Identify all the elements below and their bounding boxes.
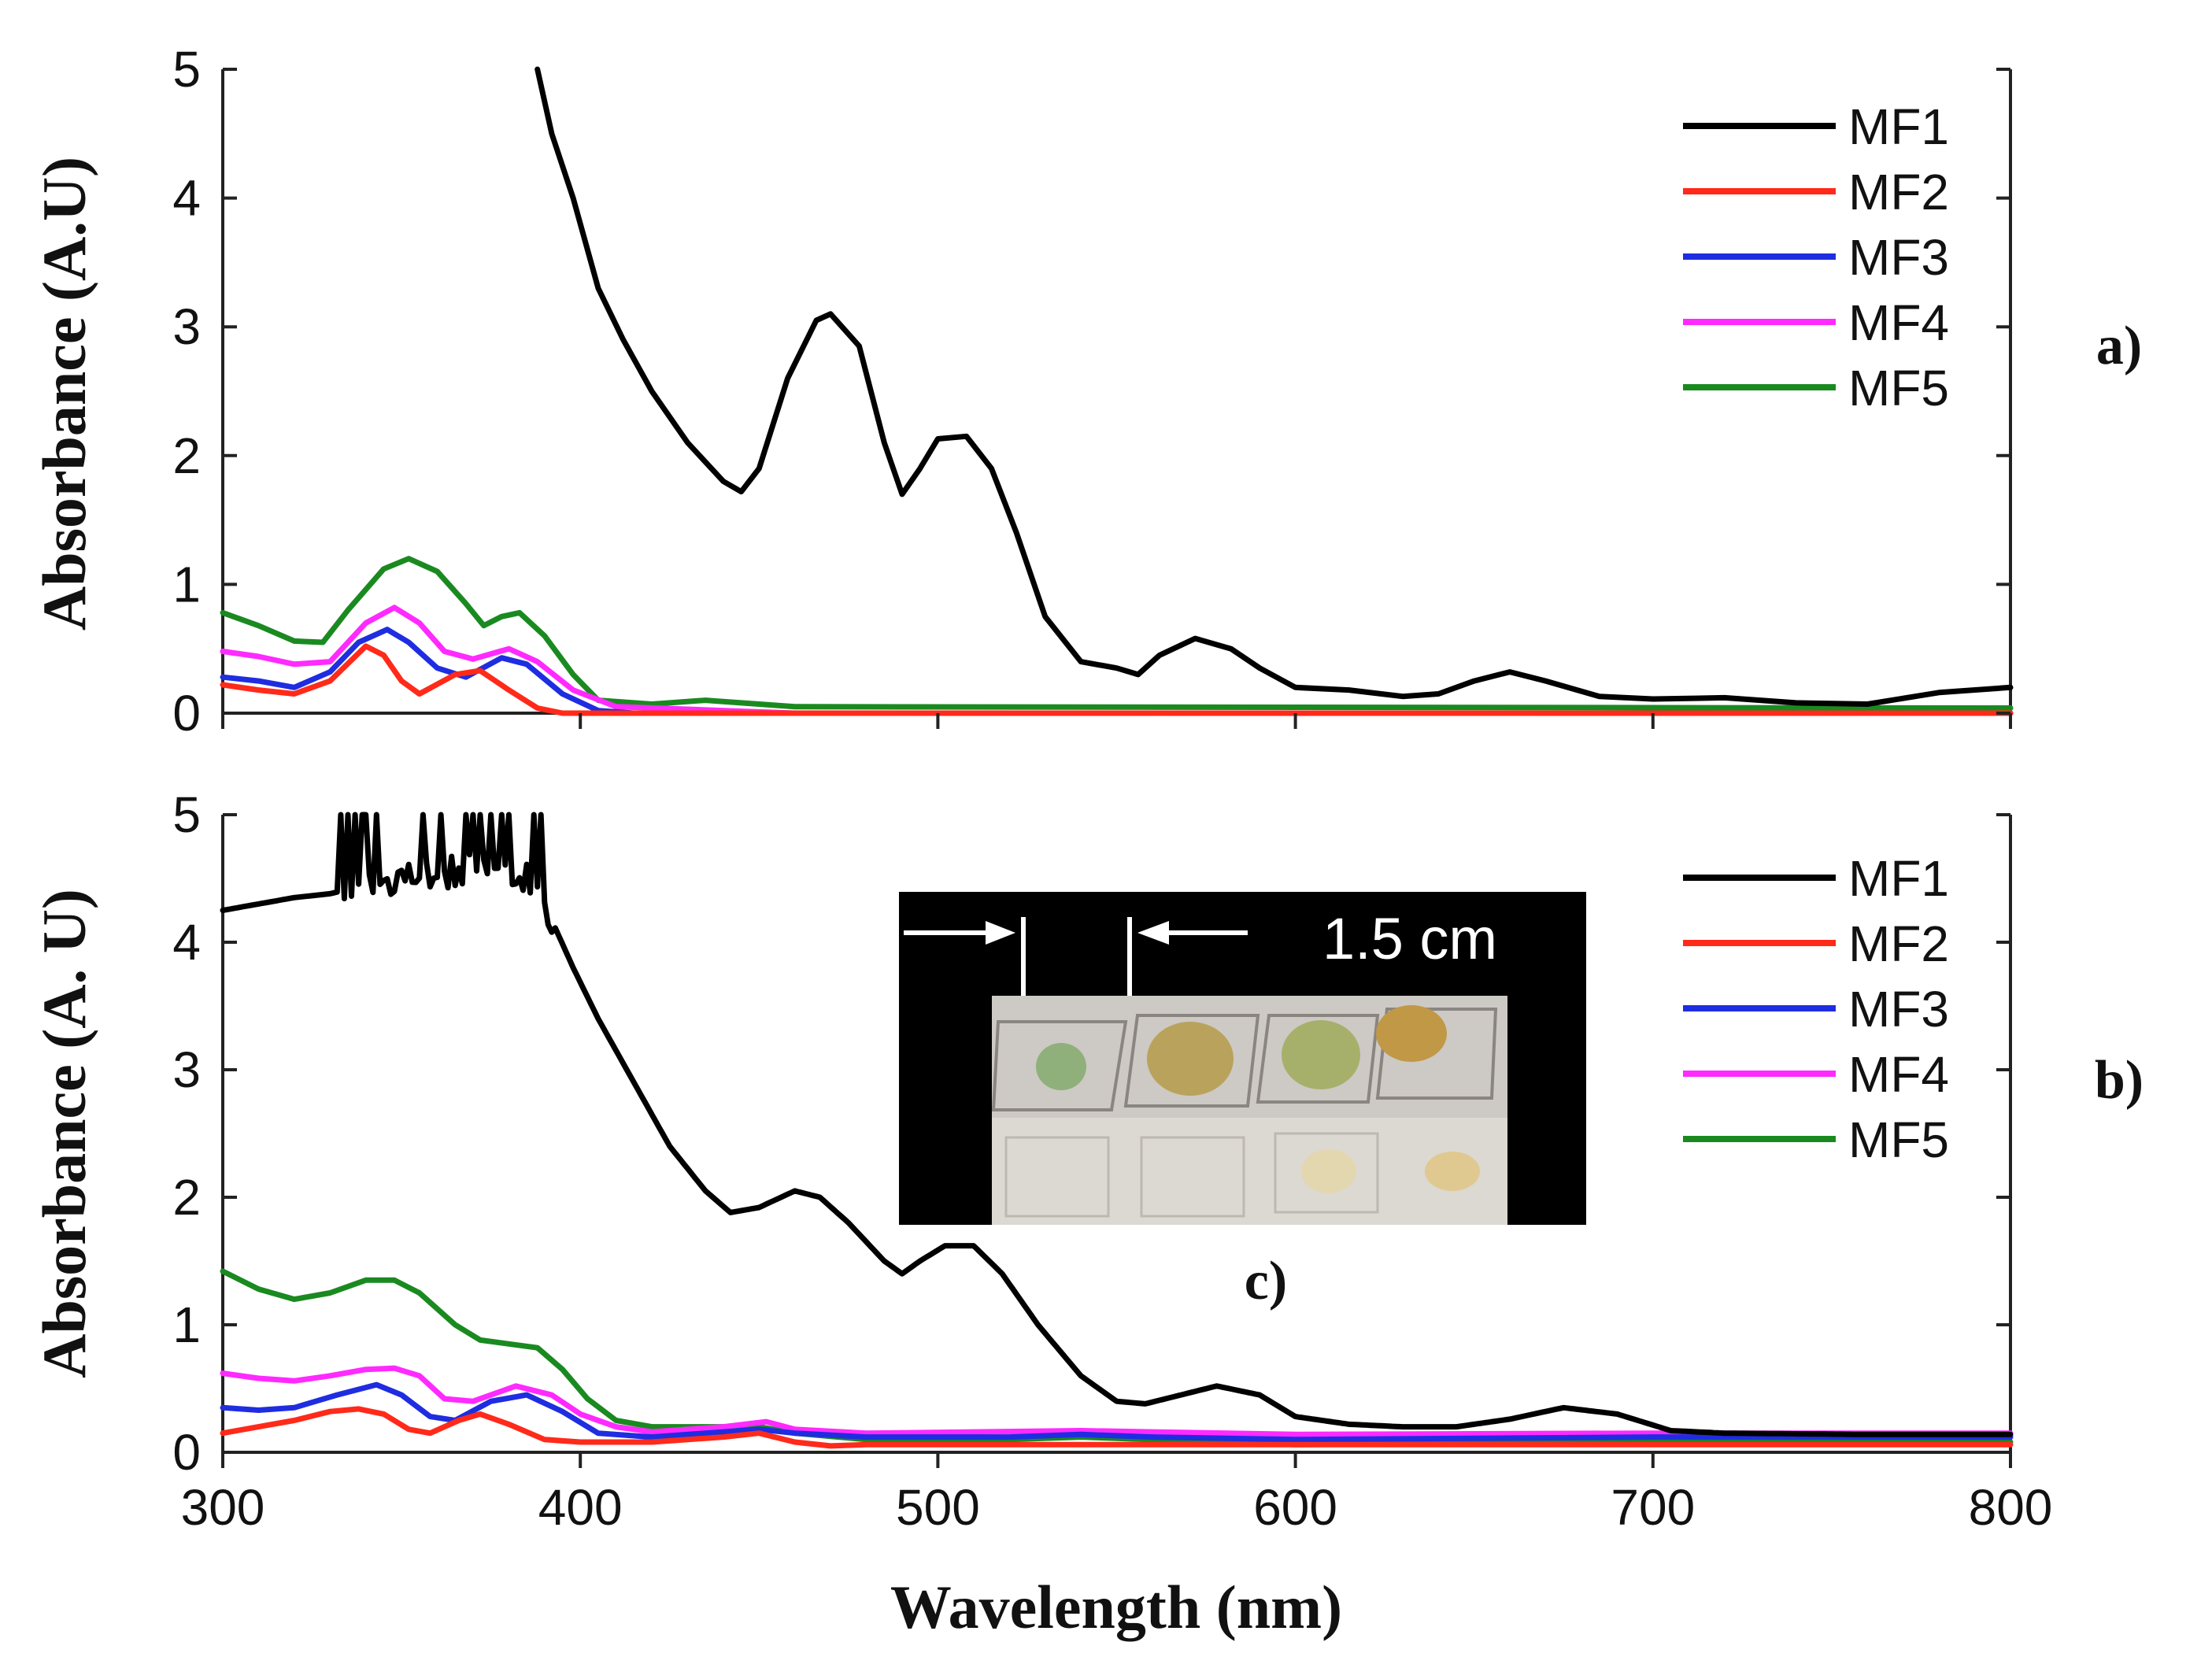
panel-a-y-tick-label: 3 bbox=[172, 298, 201, 355]
panel-b-series-mf2 bbox=[220, 1406, 2014, 1449]
panel-a-legend-label-mf2: MF2 bbox=[1848, 164, 1949, 220]
x-tick-label: 400 bbox=[538, 1479, 623, 1536]
panel-b-y-tick-label: 4 bbox=[172, 914, 201, 971]
inset-scale-text: 1.5 cm bbox=[1322, 906, 1497, 971]
panel-a-series-mf5 bbox=[220, 556, 2014, 711]
panel-b-y-label: Absorbance (A. U) bbox=[30, 889, 98, 1378]
inset-substrate-2 bbox=[1123, 1014, 1260, 1108]
panel-a-series-mf2 bbox=[220, 643, 2014, 716]
panel-b-legend-label-mf2: MF2 bbox=[1848, 915, 1949, 972]
panel-a-y-tick-label: 1 bbox=[172, 556, 201, 612]
x-tick-label: 800 bbox=[1969, 1479, 2053, 1536]
panel-a-y-label: Absorbance (A.U) bbox=[30, 157, 98, 631]
panel-b-ticks: 0 1 2 3 4 5 bbox=[172, 786, 2012, 1481]
panel-a-series-group bbox=[220, 66, 2014, 716]
panel-b-legend-label-mf4: MF4 bbox=[1848, 1046, 1949, 1103]
inset-lower-substrate-3 bbox=[1274, 1132, 1379, 1214]
x-tick-label: 300 bbox=[181, 1479, 265, 1536]
panel-b-y-tick-label: 1 bbox=[172, 1296, 201, 1353]
inset-photo: 1.5 cm bbox=[899, 892, 1586, 1225]
panel-b-series-mf3 bbox=[220, 1381, 2014, 1443]
x-tick-label: 600 bbox=[1253, 1479, 1337, 1536]
inset-film-4 bbox=[1376, 1005, 1447, 1062]
inset-lower-band bbox=[992, 1118, 1507, 1225]
panel-a-legend: MF1 MF2 MF3 MF4 MF5 bbox=[1683, 98, 1949, 416]
panel-b-label: b) bbox=[2095, 1050, 2144, 1111]
panel-b-legend-label-mf5: MF5 bbox=[1848, 1111, 1949, 1168]
panel-a-series-mf4 bbox=[220, 605, 2014, 716]
panel-a-legend-label-mf5: MF5 bbox=[1848, 360, 1949, 416]
panel-a-y-tick-label: 4 bbox=[172, 170, 201, 227]
panel-a-series-mf3 bbox=[220, 627, 2014, 716]
inset-substrate-3 bbox=[1256, 1014, 1380, 1104]
inset-lower-substrate-1 bbox=[1004, 1136, 1110, 1218]
panel-a-series-mf1 bbox=[535, 66, 2014, 707]
panel-a-label: a) bbox=[2096, 316, 2142, 376]
panel-b-legend-label-mf1: MF1 bbox=[1848, 850, 1949, 907]
panel-b-y-tick-label: 5 bbox=[172, 786, 201, 843]
panel-a-y-tick-label: 5 bbox=[172, 41, 201, 98]
inset-arrow-left-head bbox=[986, 921, 1015, 945]
panel-b-y-tick-label: 2 bbox=[172, 1169, 201, 1226]
inset-substrate-4 bbox=[1375, 1008, 1498, 1100]
panel-b-legend: MF1 MF2 MF3 MF4 MF5 bbox=[1683, 850, 1949, 1168]
panel-a-y-tick-label: 2 bbox=[172, 427, 201, 484]
panel-b-series-group bbox=[220, 812, 2014, 1449]
inset-film-1 bbox=[1036, 1043, 1086, 1090]
panel-b-series-mf1 bbox=[220, 812, 2014, 1437]
panel-a-y-tick-label: 0 bbox=[172, 685, 201, 741]
inset-film-3 bbox=[1282, 1020, 1360, 1089]
panel-a-legend-label-mf1: MF1 bbox=[1848, 98, 1949, 155]
inset-film-2 bbox=[1147, 1022, 1234, 1096]
inset-lower-substrate-2 bbox=[1140, 1136, 1245, 1218]
panel-b-series-mf4 bbox=[220, 1365, 2014, 1437]
x-tick-label: 500 bbox=[896, 1479, 980, 1536]
x-tick-label: 700 bbox=[1611, 1479, 1695, 1536]
x-axis-title: Wavelength (nm) bbox=[890, 1573, 1342, 1641]
panel-a-ticks: 0 1 2 3 4 5 bbox=[172, 41, 2012, 741]
panel-b-y-tick-label: 3 bbox=[172, 1041, 201, 1098]
x-tick-labels: 300 400 500 600 700 800 bbox=[181, 1479, 2053, 1536]
panel-a-legend-label-mf4: MF4 bbox=[1848, 294, 1949, 351]
inset-label: c) bbox=[1245, 1251, 1287, 1311]
inset-lower-film-4 bbox=[1425, 1152, 1480, 1191]
inset-lower-film-3 bbox=[1301, 1149, 1356, 1193]
inset-substrate-1 bbox=[991, 1020, 1128, 1111]
panel-b: 0 1 2 3 4 5 Absorbance (A. U) b) MF1 MF2 MF3 MF4… bbox=[30, 786, 2144, 1481]
panel-b-legend-label-mf3: MF3 bbox=[1848, 981, 1949, 1037]
panel-b-y-tick-label: 0 bbox=[172, 1424, 201, 1481]
inset-arrow-right-head bbox=[1137, 921, 1169, 945]
panel-a-legend-label-mf3: MF3 bbox=[1848, 229, 1949, 286]
